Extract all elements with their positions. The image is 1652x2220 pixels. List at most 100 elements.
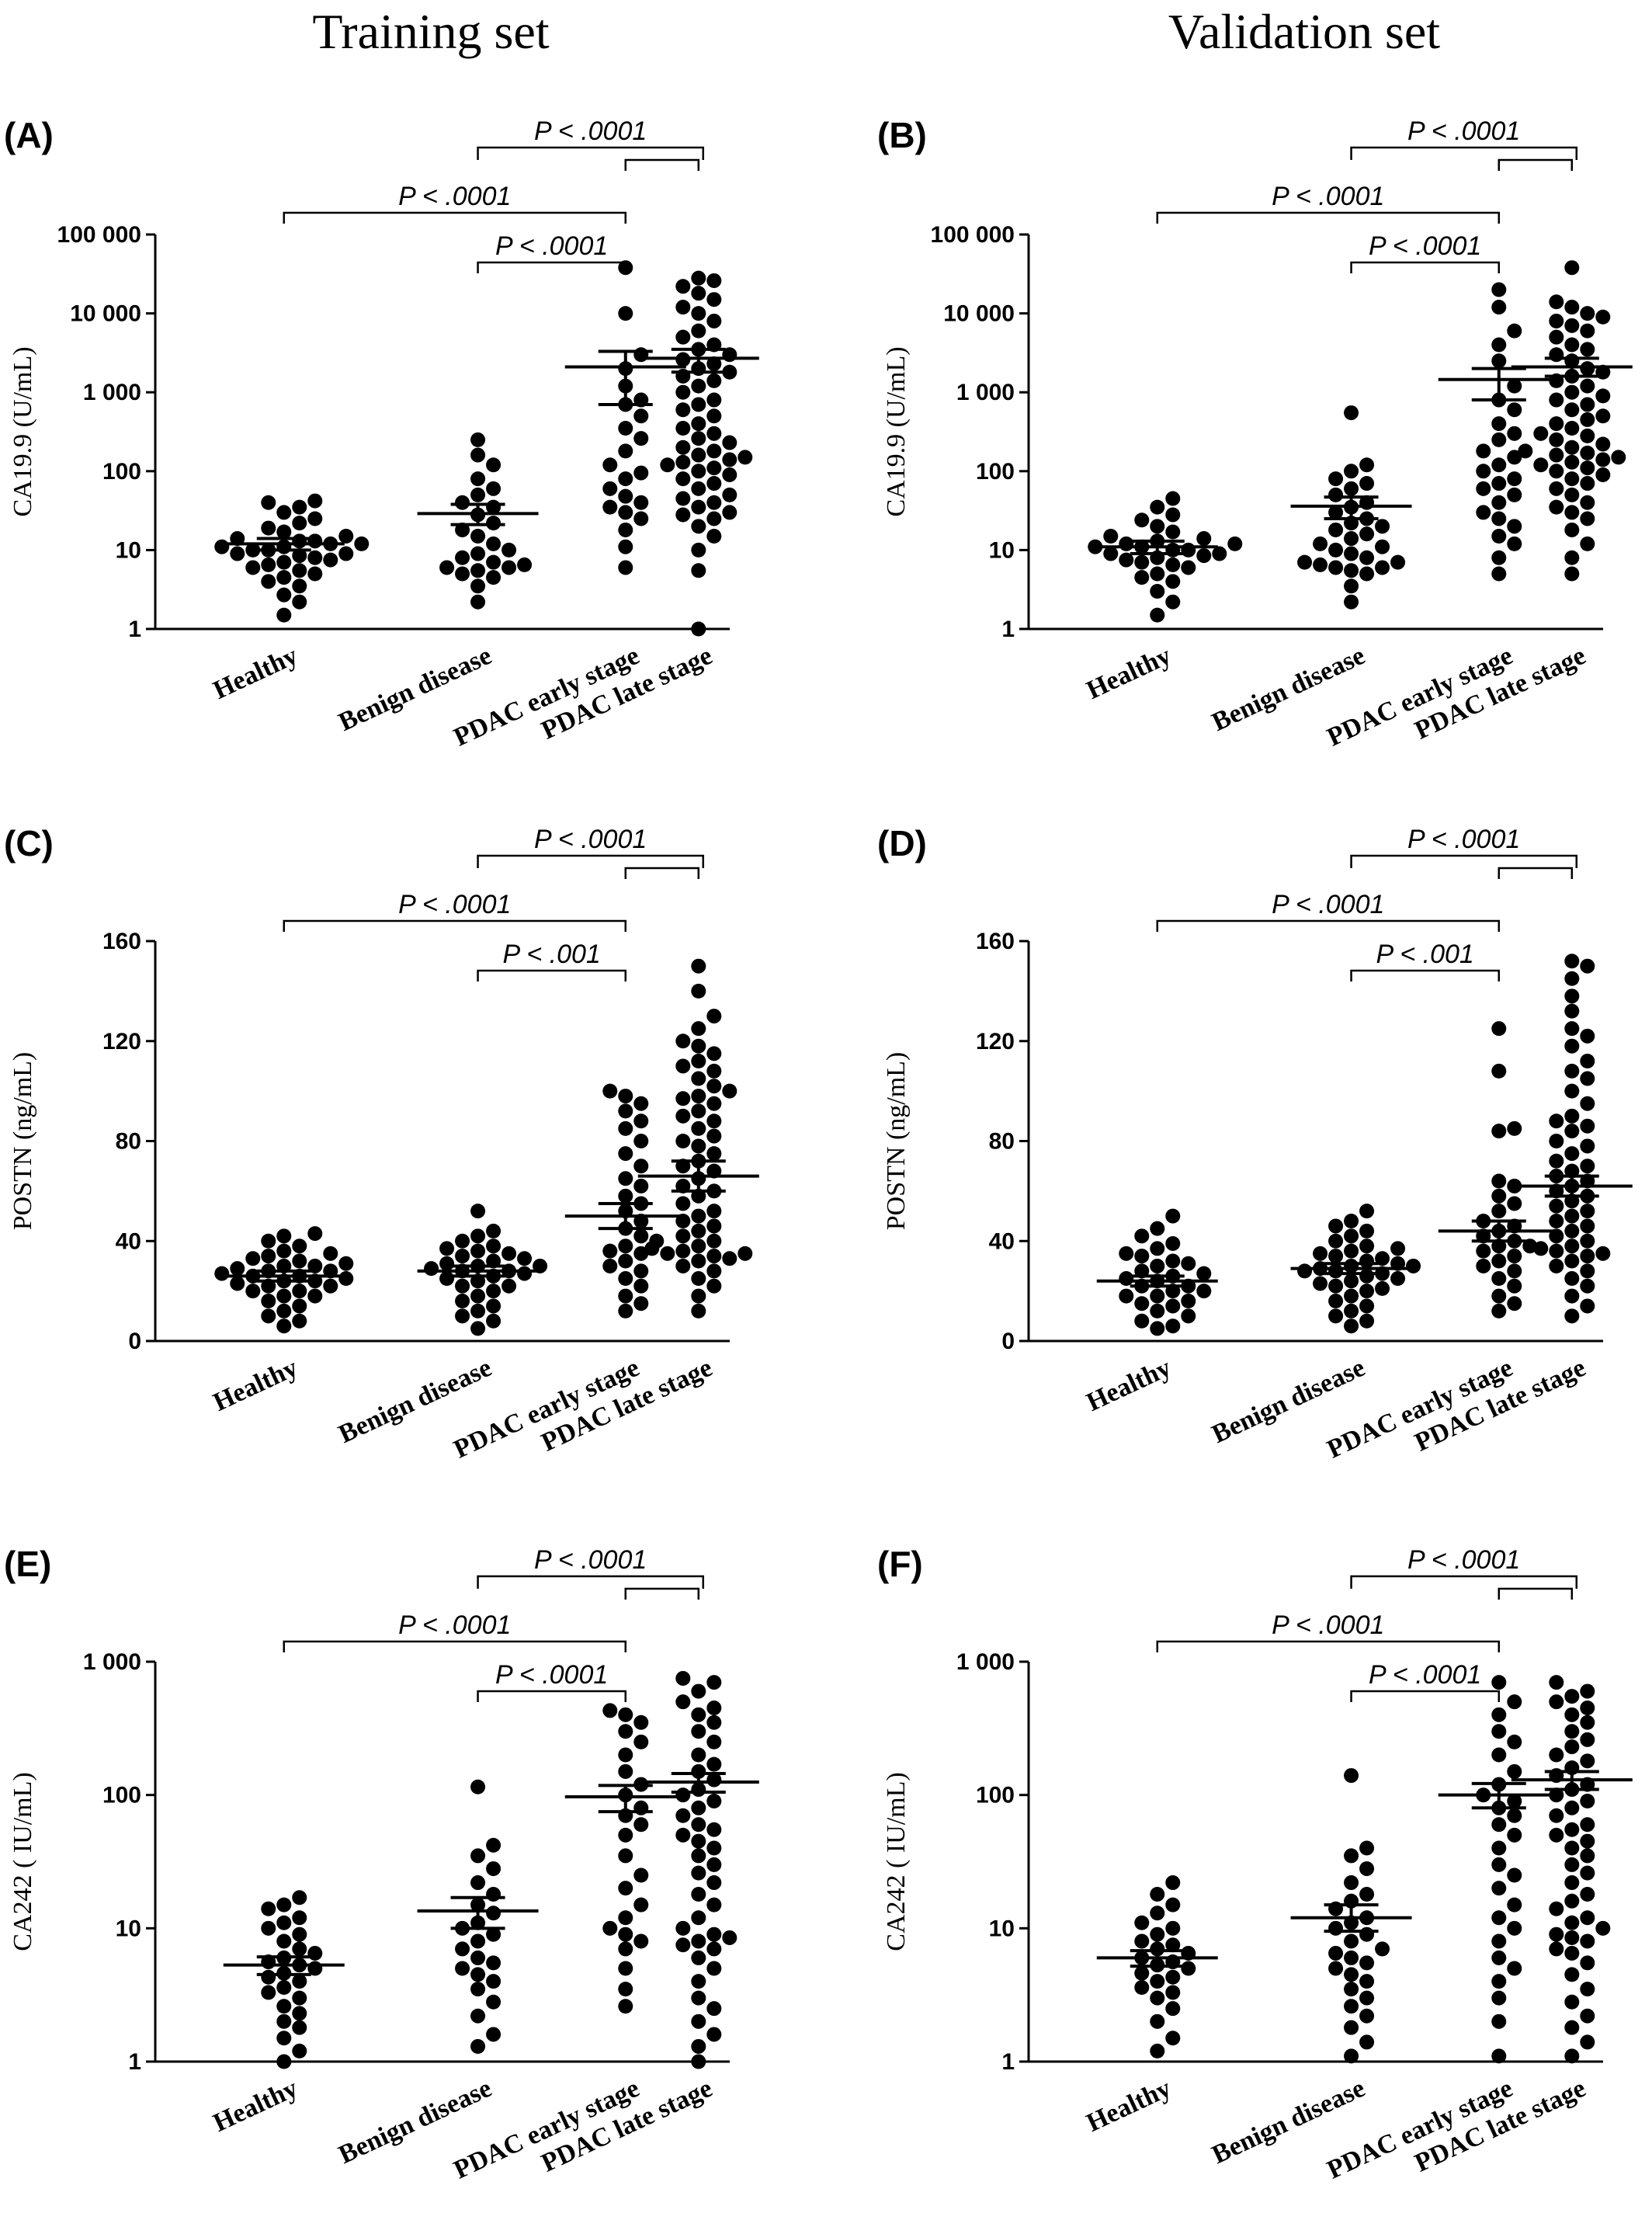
data-point: [1196, 531, 1212, 547]
p-value-label: P < .0001: [1407, 116, 1520, 146]
data-point: [1344, 1273, 1359, 1289]
data-point: [691, 563, 706, 578]
data-point: [691, 1950, 706, 1965]
data-point: [675, 1827, 691, 1843]
data-point: [1150, 2043, 1165, 2058]
data-point: [486, 481, 502, 496]
data-point: [292, 1890, 307, 1906]
data-point: [1344, 563, 1359, 578]
data-point: [706, 408, 722, 424]
data-point: [1328, 505, 1344, 520]
data-point: [1491, 432, 1507, 447]
data-point: [292, 548, 307, 564]
data-point: [1611, 450, 1626, 465]
y-tick-label: 1 000: [956, 380, 1015, 405]
data-point: [245, 1284, 261, 1299]
data-point: [691, 1887, 706, 1902]
data-point: [706, 1278, 722, 1294]
data-point: [1507, 402, 1522, 418]
data-point: [691, 1683, 706, 1699]
data-point: [706, 1734, 722, 1749]
data-point: [1564, 1083, 1580, 1099]
data-point: [470, 1950, 486, 1965]
data-point: [691, 2054, 706, 2069]
y-tick-label: 10: [116, 1916, 141, 1941]
data-point: [1564, 1915, 1580, 1930]
data-point: [706, 1897, 722, 1913]
data-point: [261, 1308, 276, 1324]
data-point: [1328, 1263, 1344, 1279]
data-point: [1549, 432, 1564, 447]
data-point: [618, 488, 633, 504]
data-point: [706, 1756, 722, 1772]
data-point: [691, 1253, 706, 1269]
data-point: [1564, 1063, 1580, 1079]
data-point: [1549, 1787, 1564, 1803]
data-point: [276, 1318, 292, 1334]
data-point: [1564, 1108, 1580, 1124]
data-point: [1491, 495, 1507, 510]
data-point: [1359, 1284, 1375, 1299]
data-point: [1549, 313, 1564, 328]
data-point: [292, 1253, 307, 1269]
data-point: [1165, 1235, 1181, 1251]
data-point: [1375, 539, 1390, 554]
data-point: [618, 1271, 633, 1287]
p-value-label: P < .0001: [1369, 1660, 1481, 1690]
data-point: [691, 2013, 706, 2029]
data-point: [1564, 1800, 1580, 1815]
data-point: [1227, 536, 1243, 551]
data-point: [1580, 1298, 1595, 1314]
data-point: [1359, 1887, 1375, 1902]
data-point: [1518, 443, 1533, 459]
data-point: [470, 447, 486, 463]
data-point: [691, 1054, 706, 1068]
data-point: [307, 1288, 323, 1304]
data-point: [439, 1271, 455, 1287]
data-point: [722, 435, 738, 450]
data-point: [633, 1263, 649, 1279]
data-point: [455, 1249, 470, 1264]
data-point: [1491, 1910, 1507, 1926]
data-point: [1564, 505, 1580, 520]
data-point: [1491, 1303, 1507, 1318]
data-point: [706, 1233, 722, 1249]
data-point: [1549, 1747, 1564, 1763]
data-point: [1564, 471, 1580, 487]
data-point: [323, 552, 338, 568]
data-point: [1359, 1974, 1375, 1989]
data-point: [1564, 1003, 1580, 1019]
data-point: [1564, 954, 1580, 969]
data-point: [618, 1239, 633, 1254]
data-point: [1491, 1124, 1507, 1139]
data-point: [1491, 511, 1507, 526]
data-point: [675, 1243, 691, 1259]
y-tick-label: 80: [989, 1129, 1015, 1155]
data-point: [1549, 1808, 1564, 1823]
data-point: [691, 1071, 706, 1086]
data-point: [706, 1822, 722, 1837]
data-point: [470, 1982, 486, 1997]
data-point: [1549, 1243, 1564, 1259]
data-point: [1564, 522, 1580, 537]
data-point: [276, 570, 292, 585]
data-point: [1491, 1707, 1507, 1722]
data-point: [675, 1787, 691, 1803]
data-point: [1491, 1974, 1507, 1989]
data-point: [1533, 426, 1549, 441]
bracket-benign-vs-pdac: [477, 146, 705, 160]
data-point: [691, 1239, 706, 1254]
data-point: [470, 1204, 486, 1219]
data-point: [292, 1990, 307, 2006]
data-point: [1507, 1694, 1522, 1710]
data-point: [618, 1941, 633, 1957]
data-point: [276, 1243, 292, 1259]
data-point: [1375, 1280, 1390, 1296]
p-value-label: P < .0001: [1272, 890, 1384, 919]
y-tick-label: 100: [102, 459, 141, 485]
data-point: [1212, 546, 1227, 561]
data-point: [486, 1887, 502, 1902]
data-point: [1580, 1118, 1595, 1134]
data-point: [691, 1724, 706, 1739]
